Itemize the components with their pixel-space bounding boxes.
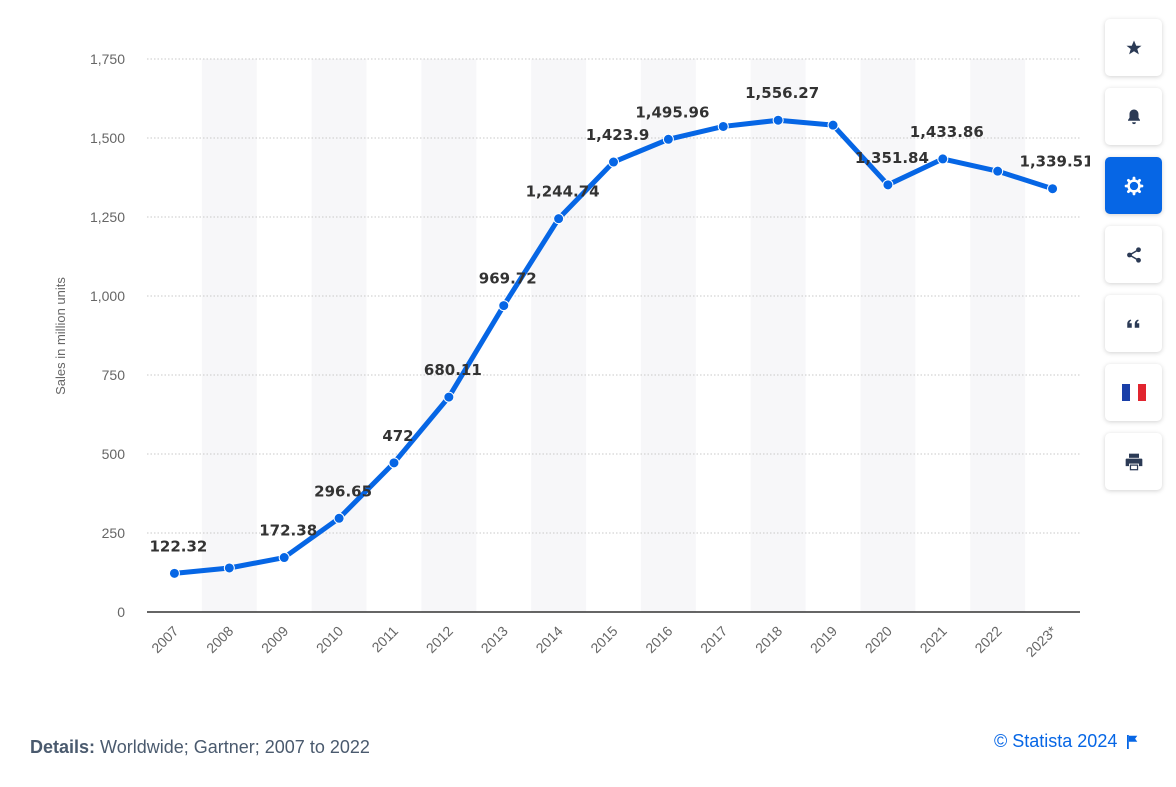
share-icon bbox=[1126, 246, 1141, 263]
details-value: Worldwide; Gartner; 2007 to 2022 bbox=[100, 737, 370, 757]
cite-button[interactable] bbox=[1105, 295, 1162, 352]
x-tick-label: 2022 bbox=[971, 623, 1004, 656]
credit-text: © Statista 2024 bbox=[994, 731, 1118, 751]
y-axis-label: Sales in million units bbox=[53, 277, 68, 395]
data-label: 472 bbox=[382, 427, 413, 445]
details-label: Details: bbox=[30, 737, 96, 757]
data-point bbox=[1047, 183, 1059, 195]
data-label: 172.38 bbox=[259, 522, 317, 540]
data-label: 1,244.74 bbox=[526, 183, 600, 201]
data-label: 122.32 bbox=[149, 537, 207, 555]
flag-icon bbox=[1127, 734, 1138, 749]
column-band bbox=[860, 59, 916, 612]
data-label: 1,423.9 bbox=[586, 126, 650, 144]
column-band bbox=[970, 59, 1026, 612]
bell-icon bbox=[1127, 109, 1140, 124]
flag-fr-icon bbox=[1121, 384, 1146, 401]
x-tick-label: 2013 bbox=[478, 623, 511, 656]
print-icon bbox=[1125, 453, 1142, 470]
data-point bbox=[717, 120, 729, 132]
x-tick-label: 2023* bbox=[1022, 622, 1060, 660]
series-line-group bbox=[168, 114, 1059, 579]
y-tick-label: 750 bbox=[102, 367, 126, 383]
data-point bbox=[443, 391, 455, 403]
toolbar bbox=[1105, 19, 1162, 502]
data-point bbox=[937, 153, 949, 165]
favorite-button[interactable] bbox=[1105, 19, 1162, 76]
column-band bbox=[750, 59, 806, 612]
x-tick-label: 2016 bbox=[642, 623, 675, 656]
data-label: 1,351.84 bbox=[855, 149, 929, 167]
y-tick-label: 0 bbox=[117, 604, 125, 620]
y-tick-label: 1,750 bbox=[90, 51, 125, 67]
column-bands bbox=[201, 59, 1026, 612]
data-point bbox=[827, 119, 839, 131]
star-icon bbox=[1126, 40, 1141, 54]
data-point bbox=[333, 512, 345, 524]
data-point bbox=[553, 213, 565, 225]
statista-credit[interactable]: © Statista 2024 bbox=[994, 731, 1138, 752]
x-tick-label: 2011 bbox=[368, 623, 401, 656]
data-point bbox=[498, 300, 510, 312]
column-band bbox=[531, 59, 587, 612]
data-point bbox=[662, 133, 674, 145]
data-label: 1,339.51 bbox=[1020, 153, 1090, 171]
column-band bbox=[640, 59, 696, 612]
data-point bbox=[882, 179, 894, 191]
column-band bbox=[201, 59, 257, 612]
data-point bbox=[223, 562, 235, 574]
settings-button[interactable] bbox=[1105, 157, 1162, 214]
x-axis-ticks: 2007 2008 2009 2010 2011 2012 2013 2014 2015 2016… bbox=[148, 622, 1060, 660]
data-label: 969.72 bbox=[479, 270, 537, 288]
y-tick-label: 1,500 bbox=[90, 130, 125, 146]
data-point bbox=[772, 114, 784, 126]
share-button[interactable] bbox=[1105, 226, 1162, 283]
data-point bbox=[168, 567, 180, 579]
x-tick-label: 2012 bbox=[423, 623, 456, 656]
details-text: Details: Worldwide; Gartner; 2007 to 202… bbox=[30, 737, 370, 758]
data-label: 1,495.96 bbox=[635, 103, 709, 121]
x-tick-label: 2009 bbox=[258, 623, 291, 656]
x-tick-label: 2021 bbox=[917, 623, 950, 656]
grid-lines bbox=[147, 58, 1080, 534]
data-point bbox=[608, 156, 619, 168]
y-axis-ticks: 0 250 500 750 1,000 1,250 1,500 1,750 bbox=[90, 51, 125, 620]
gear-icon bbox=[1124, 176, 1143, 195]
print-button[interactable] bbox=[1105, 433, 1162, 490]
x-tick-label: 2010 bbox=[313, 623, 346, 656]
data-labels: 122.32 172.38 296.65 472 680.11 969.72 1,244.7… bbox=[149, 84, 1090, 555]
y-tick-label: 250 bbox=[102, 525, 126, 541]
x-tick-label: 2007 bbox=[148, 623, 181, 656]
data-point bbox=[278, 552, 290, 564]
x-tick-label: 2018 bbox=[752, 623, 785, 656]
language-button[interactable] bbox=[1105, 364, 1162, 421]
x-tick-label: 2014 bbox=[532, 623, 565, 656]
quote-icon bbox=[1126, 319, 1139, 328]
y-tick-label: 500 bbox=[102, 446, 126, 462]
x-tick-label: 2020 bbox=[862, 623, 895, 656]
x-tick-label: 2015 bbox=[587, 623, 620, 656]
x-tick-label: 2019 bbox=[807, 623, 840, 656]
data-label: 1,556.27 bbox=[745, 84, 819, 102]
data-point bbox=[388, 457, 400, 469]
y-tick-label: 1,250 bbox=[90, 209, 125, 225]
y-tick-label: 1,000 bbox=[90, 288, 125, 304]
x-tick-label: 2008 bbox=[203, 623, 236, 656]
x-tick-label: 2017 bbox=[697, 623, 730, 656]
data-label: 680.11 bbox=[424, 361, 482, 379]
column-band bbox=[421, 59, 477, 612]
data-label: 296.65 bbox=[314, 482, 372, 500]
series-line bbox=[171, 117, 1056, 576]
data-point bbox=[992, 165, 1004, 177]
notification-button[interactable] bbox=[1105, 88, 1162, 145]
data-label: 1,433.86 bbox=[910, 123, 984, 141]
